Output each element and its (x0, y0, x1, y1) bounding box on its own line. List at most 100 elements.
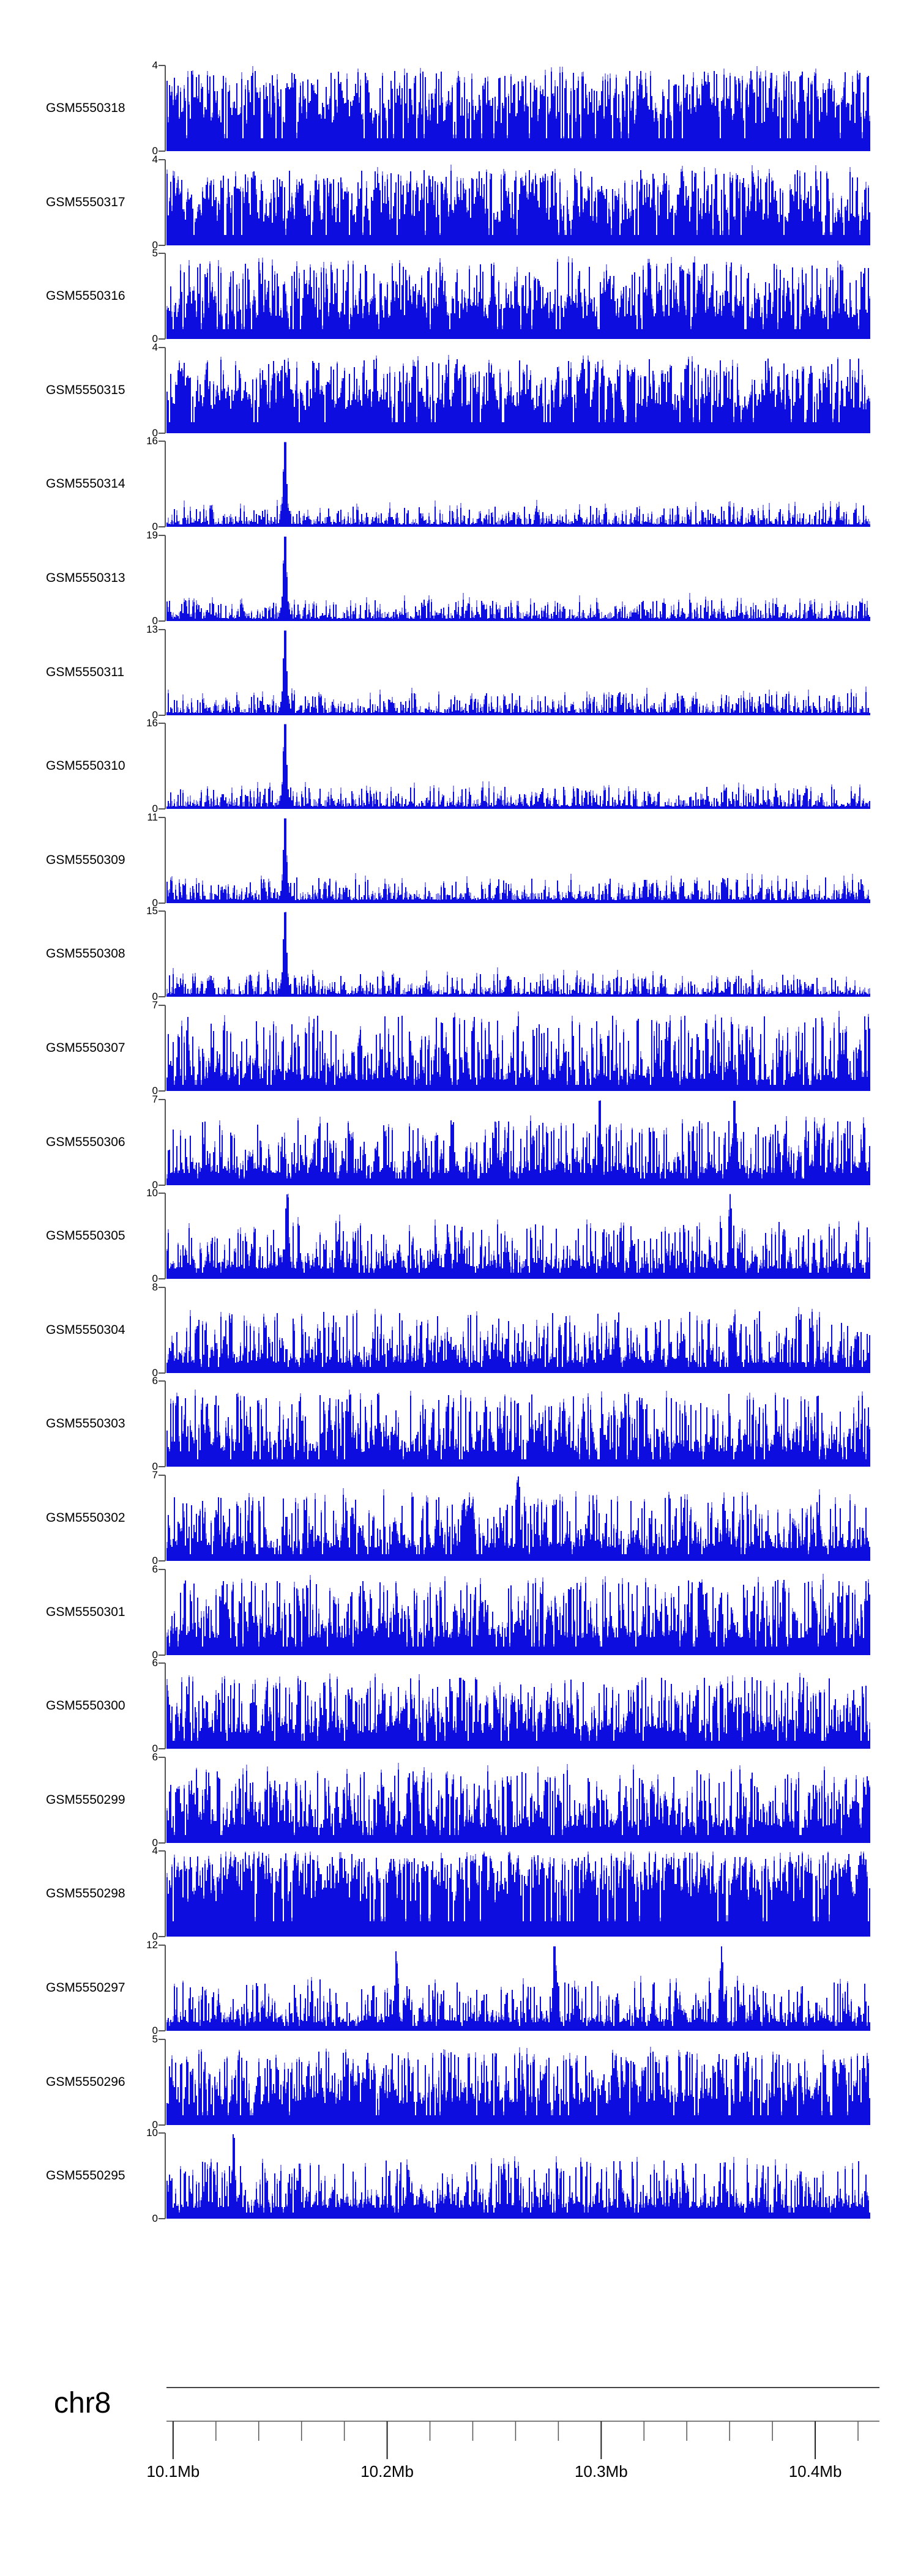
y-axis-bottom-tick (159, 2124, 165, 2126)
track-row: GSM5550309 11 0 (0, 812, 918, 909)
major-tick (600, 2421, 602, 2459)
y-axis-max-label: 4 (152, 59, 158, 71)
y-axis-bottom-tick (159, 433, 165, 434)
y-axis-max-label: 4 (152, 154, 158, 165)
y-axis-max-label: 8 (152, 1281, 158, 1293)
coverage-signal-plot (166, 912, 870, 997)
y-axis-line (165, 817, 166, 903)
y-axis-top-tick (159, 817, 165, 818)
track-row: GSM5550318 4 0 (0, 60, 918, 157)
track-row: GSM5550306 7 0 (0, 1094, 918, 1191)
signal-area (166, 1311, 870, 1373)
y-axis-bottom-tick (159, 808, 165, 810)
y-axis-top-tick (159, 910, 165, 912)
track-sample-label: GSM5550302 (46, 1511, 125, 1525)
y-axis-bottom-tick (159, 2218, 165, 2219)
position-tick-label: 10.2Mb (360, 2462, 414, 2481)
coverage-signal-plot (166, 724, 870, 809)
y-axis-zero-label: 0 (152, 1367, 158, 1379)
major-tick (815, 2421, 816, 2459)
y-axis-max-label: 7 (152, 1469, 158, 1481)
signal-area (166, 2134, 870, 2219)
y-axis-line (165, 160, 166, 245)
y-axis-top-tick (159, 1380, 165, 1382)
signal-area (166, 170, 870, 245)
y-axis-max-label: 7 (152, 1093, 158, 1105)
y-axis-zero-label: 0 (152, 1273, 158, 1284)
y-axis-line (165, 2039, 166, 2125)
track-sample-label: GSM5550309 (46, 853, 125, 867)
y-axis-max-label: 16 (146, 717, 158, 729)
y-axis-top-tick (159, 1193, 165, 1194)
y-axis-bottom-tick (159, 526, 165, 527)
signal-area-light (168, 630, 868, 715)
signal-area (166, 1476, 870, 1561)
y-axis-zero-label: 0 (152, 1837, 158, 1848)
y-axis-line (165, 1757, 166, 1843)
track-row: GSM5550316 5 0 (0, 248, 918, 344)
minor-tick (429, 2421, 431, 2441)
y-axis-top-tick (159, 1287, 165, 1288)
y-axis-bottom-tick (159, 903, 165, 904)
track-sample-label: GSM5550316 (46, 289, 125, 303)
minor-tick (343, 2421, 345, 2441)
y-axis-max-label: 4 (152, 341, 158, 353)
coverage-signal-plot (166, 1100, 870, 1185)
y-axis-max-label: 15 (146, 905, 158, 917)
y-axis-line (165, 630, 166, 715)
track-row: GSM5550307 7 0 (0, 1000, 918, 1096)
coverage-signal-plot (166, 1011, 870, 1091)
y-axis-top-tick (159, 159, 165, 160)
major-tick (172, 2421, 174, 2459)
minor-tick (515, 2421, 517, 2441)
y-axis-zero-label: 0 (152, 615, 158, 627)
y-axis-zero-label: 0 (152, 1555, 158, 1566)
y-axis-zero-label: 0 (152, 803, 158, 814)
track-sample-label: GSM5550297 (46, 1981, 125, 1995)
track-row: GSM5550314 16 0 (0, 436, 918, 532)
y-axis-line (165, 911, 166, 997)
y-axis-bottom-tick (159, 1655, 165, 1656)
signal-area (166, 359, 870, 433)
y-axis-top-tick (159, 1475, 165, 1476)
track-sample-label: GSM5550314 (46, 477, 125, 491)
track-sample-label: GSM5550298 (46, 1886, 125, 1900)
y-axis-line (165, 1100, 166, 1185)
y-axis-top-tick (159, 2132, 165, 2134)
y-axis-bottom-tick (159, 620, 165, 622)
y-axis-bottom-tick (159, 1090, 165, 1092)
coverage-signal-plot (166, 1476, 870, 1561)
y-axis-zero-label: 0 (152, 145, 158, 157)
coverage-signal-plot (166, 818, 870, 903)
track-row: GSM5550310 16 0 (0, 718, 918, 814)
y-axis-max-label: 12 (146, 1939, 158, 1951)
y-axis-top-tick (159, 535, 165, 536)
y-axis-top-tick (159, 1662, 165, 1664)
track-sample-label: GSM5550313 (46, 571, 125, 585)
y-axis-max-label: 13 (146, 624, 158, 635)
signal-area-light (168, 818, 869, 903)
y-axis-zero-label: 0 (152, 991, 158, 1002)
y-axis-zero-label: 0 (152, 1649, 158, 1661)
y-axis-bottom-tick (159, 996, 165, 997)
y-axis-bottom-tick (159, 1278, 165, 1279)
y-axis-zero-label: 0 (152, 1179, 158, 1191)
y-axis-zero-label: 0 (152, 2119, 158, 2131)
signal-area (166, 442, 870, 527)
coverage-signal-plot (166, 1763, 870, 1843)
y-axis-max-label: 6 (152, 1563, 158, 1575)
y-axis-zero-label: 0 (152, 1743, 158, 1754)
minor-tick (215, 2421, 217, 2441)
y-axis-zero-label: 0 (152, 521, 158, 532)
signal-area (166, 1194, 870, 1279)
track-row: GSM5550305 10 0 (0, 1188, 918, 1284)
coverage-signal-plot (166, 537, 870, 621)
y-axis-zero-label: 0 (152, 239, 158, 251)
minor-tick (558, 2421, 559, 2441)
track-row: GSM5550313 19 0 (0, 530, 918, 627)
y-axis-bottom-tick (159, 1560, 165, 1562)
y-axis-bottom-tick (159, 1936, 165, 1937)
y-axis-top-tick (159, 347, 165, 348)
track-row: GSM5550300 6 0 (0, 1658, 918, 1754)
